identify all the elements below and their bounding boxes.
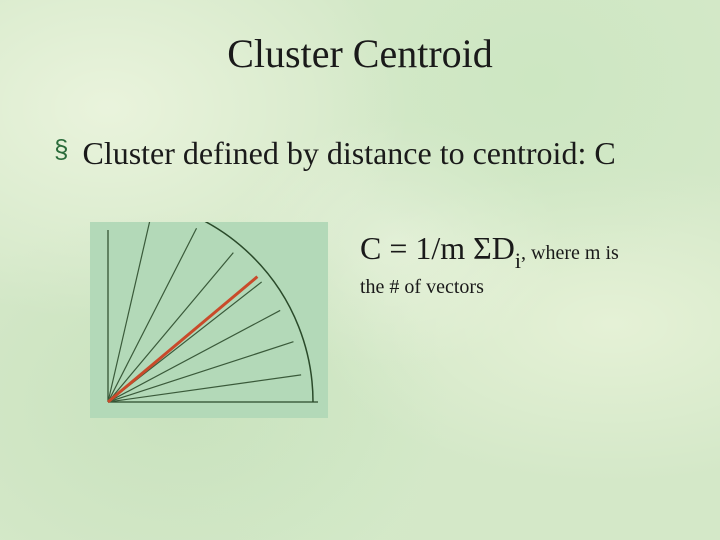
bullet-item: § Cluster defined by distance to centroi… — [54, 135, 720, 172]
bullet-text: Cluster defined by distance to centroid:… — [82, 135, 615, 172]
slide-title: Cluster Centroid — [0, 0, 720, 77]
formula-subscript: i — [515, 248, 521, 273]
formula-tail: , where m is — [521, 242, 619, 264]
content-row: C = 1/m ΣDi, where m is the # of vectors — [90, 222, 720, 418]
formula-var: D — [492, 230, 515, 266]
formula-block: C = 1/m ΣDi, where m is the # of vectors — [360, 230, 619, 299]
formula-sigma: Σ — [473, 230, 492, 266]
vector-diagram — [90, 222, 328, 418]
formula-lhs: C = 1/m — [360, 230, 473, 266]
formula-main: C = 1/m ΣDi, where m is — [360, 230, 619, 272]
formula-note: the # of vectors — [360, 276, 619, 299]
bullet-marker: § — [54, 135, 68, 165]
